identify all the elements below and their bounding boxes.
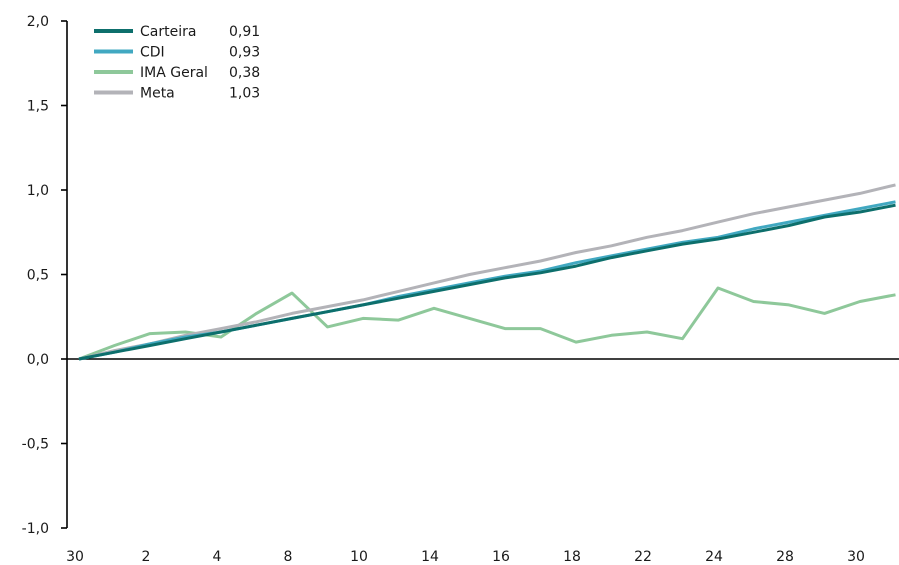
y-tick-label: -1,0 xyxy=(22,521,49,537)
legend: Carteira 0,91 CDI 0,93 IMA Geral 0,38 Meta 1,03 xyxy=(94,24,260,102)
legend-label-carteira: Carteira xyxy=(140,24,196,40)
x-tick-label: 4 xyxy=(213,549,222,565)
legend-value-carteira: 0,91 xyxy=(229,24,260,40)
x-tick-label: 30 xyxy=(66,549,84,565)
x-tick-label: 30 xyxy=(847,549,865,565)
x-tick-label: 14 xyxy=(421,549,439,565)
legend-label-cdi: CDI xyxy=(140,45,165,61)
legend-label-meta: Meta xyxy=(140,86,175,102)
x-tick-label: 10 xyxy=(350,549,368,565)
y-tick-label: -0,5 xyxy=(22,437,49,453)
x-axis: 30 2 4 8 10 14 16 18 22 24 28 30 xyxy=(66,358,899,565)
x-tick-label: 22 xyxy=(634,549,652,565)
series-line-ima-geral xyxy=(78,286,896,361)
legend-label-ima-geral: IMA Geral xyxy=(140,65,208,81)
y-tick-label: 1,5 xyxy=(27,99,49,115)
y-tick-label: 1,0 xyxy=(27,183,49,199)
x-tick-label: 2 xyxy=(142,549,151,565)
series-lines xyxy=(78,183,896,361)
x-tick-label: 24 xyxy=(705,549,723,565)
y-tick-label: 0,5 xyxy=(27,268,49,284)
y-tick-label: 0,0 xyxy=(27,352,49,368)
x-tick-label: 18 xyxy=(563,549,581,565)
y-tick-label: 2,0 xyxy=(27,14,49,30)
legend-value-ima-geral: 0,38 xyxy=(229,65,260,81)
x-tick-label: 8 xyxy=(284,549,293,565)
series-line-carteira xyxy=(78,203,896,361)
legend-value-cdi: 0,93 xyxy=(229,45,260,61)
series-line-meta xyxy=(78,183,896,361)
y-axis: 2,0 1,5 1,0 0,5 0,0 -0,5 -1,0 xyxy=(22,14,68,537)
x-tick-label: 16 xyxy=(492,549,510,565)
legend-value-meta: 1,03 xyxy=(229,86,260,102)
x-tick-label: 28 xyxy=(776,549,794,565)
